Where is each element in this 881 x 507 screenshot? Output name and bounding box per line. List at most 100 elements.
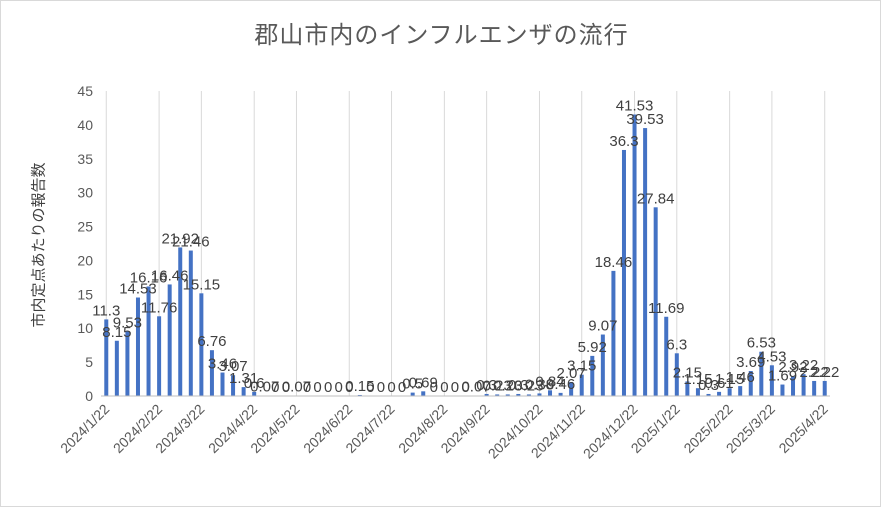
bar [643,128,648,396]
data-label: 0.38 [525,376,554,393]
bar [706,393,711,396]
data-label: 1.15 [683,371,712,388]
data-label: 16.16 [130,269,168,286]
data-label: 0.23 [514,377,543,394]
bar [167,284,172,396]
bar [505,394,510,396]
data-label: 0.07 [461,379,490,396]
data-label: 21.92 [161,230,199,247]
data-label: 11.76 [141,299,177,316]
bar [812,380,817,396]
data-label: 0.84 [535,373,564,390]
bar [421,391,426,396]
data-label: 0.6 [244,375,265,392]
bar [537,393,542,396]
bar [484,393,489,396]
bar [558,392,563,396]
data-label: 0 [313,379,321,396]
bar [632,114,637,396]
data-label: 1.46 [726,369,755,386]
bar [188,250,193,396]
data-label: 0.23 [493,377,522,394]
bar [135,297,140,396]
data-label: 0 [271,379,279,396]
y-tick-label: 0 [85,388,93,404]
bar [717,391,722,396]
bar [157,316,162,396]
bar [590,355,595,396]
data-label: 0 [303,379,311,396]
bar [241,387,246,396]
bar [579,374,584,396]
data-label: 1.15 [715,371,744,388]
bar [199,293,204,396]
data-label: 18.46 [595,254,633,271]
bar [569,381,574,396]
data-label: 0 [430,379,438,396]
data-label: 16.46 [151,267,189,284]
bar [516,393,521,396]
data-label: 3.07 [218,358,247,375]
data-label: 3.46 [208,356,237,373]
y-tick-label: 10 [77,320,93,336]
x-tick-label: 2024/12/22 [580,401,641,462]
bar [611,270,616,396]
bar [621,149,626,396]
data-label: 5.92 [578,339,607,356]
y-tick-label: 45 [77,83,93,99]
y-tick-label: 15 [77,286,93,302]
bar [146,286,151,396]
bar [769,365,774,396]
bar [791,376,796,396]
data-label: 3.15 [567,358,596,375]
data-label: 2.92 [778,359,807,376]
data-label: 2.22 [810,364,839,381]
bar [495,394,500,396]
data-label: 21.46 [172,234,210,251]
data-label: 0.3 [698,377,719,394]
bar [738,386,743,396]
bar [674,353,679,396]
data-label: 3.69 [736,354,765,371]
y-tick-label: 25 [77,219,93,235]
data-label: 41.53 [616,98,654,115]
y-tick-label: 35 [77,151,93,167]
bar [526,394,531,396]
data-label: 3.22 [789,357,818,374]
data-label: 9.07 [588,318,617,335]
bar [801,374,806,396]
data-label: 4.53 [757,348,786,365]
bar [114,340,119,396]
data-label: 0.07 [282,379,311,396]
data-label: 0.46 [546,376,575,393]
data-label: 0.3 [508,377,529,394]
data-label: 14.53 [119,281,157,298]
x-tick-label: 2024/1/22 [57,401,113,457]
data-label: 2.15 [673,364,702,381]
data-label: 0.5 [402,376,423,393]
bar [600,334,605,396]
data-label: 11.3 [92,302,120,319]
data-label: 36.3 [609,133,638,150]
data-label: 8.15 [102,324,131,341]
x-tick-label: 2025/4/22 [775,401,831,457]
bar [178,247,183,396]
data-label: 0 [398,379,406,396]
data-label: 0 [366,379,374,396]
data-label: 0 [335,379,343,396]
data-label: 27.84 [637,190,675,207]
bar [548,390,553,396]
y-tick-label: 20 [77,252,93,268]
bar [410,392,415,396]
bar [748,370,753,396]
bar [209,350,214,396]
data-label: 0.23 [483,377,512,394]
data-label: 9.53 [113,314,142,331]
bar [664,316,669,396]
data-label: 2.22 [800,364,829,381]
data-label: 0 [451,379,459,396]
data-label: 0.3 [476,377,497,394]
chart-title: 郡山市内のインフルエンザの流行 [254,22,629,49]
